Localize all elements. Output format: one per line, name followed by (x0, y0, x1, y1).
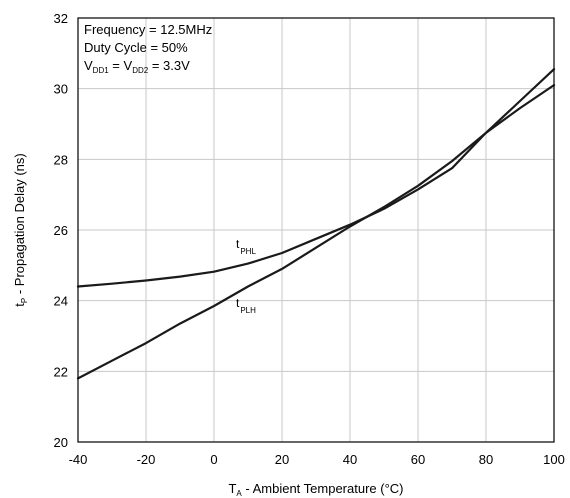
vdd-rest: = 3.3V (148, 58, 190, 73)
y-axis-label-sub: P (20, 298, 29, 303)
vdd-text: VDD1 = VDD2 = 3.3V (84, 58, 190, 75)
x-tick-labels: -40 -20 0 20 40 60 80 100 (69, 452, 565, 467)
tplh-main: t (236, 296, 240, 310)
y-tick-label: 20 (54, 435, 68, 450)
x-tick-label: 40 (343, 452, 357, 467)
y-axis-label-main: t (12, 303, 27, 307)
y-tick-label: 24 (54, 294, 68, 309)
tphl-sub: PHL (240, 247, 256, 256)
frequency-text: Frequency = 12.5MHz (84, 22, 212, 37)
y-axis-label-rest: - Propagation Delay (ns) (12, 153, 27, 298)
vdd-a-sub: DD1 (93, 66, 110, 75)
y-tick-label: 28 (54, 152, 68, 167)
x-tick-label: 80 (479, 452, 493, 467)
series-label-tphl: tPHL (236, 237, 256, 256)
x-tick-label: 20 (275, 452, 289, 467)
plot-frame (77, 17, 555, 443)
duty-cycle-text: Duty Cycle = 50% (84, 40, 188, 55)
x-tick-label: -40 (69, 452, 88, 467)
y-tick-labels: 20 22 24 26 28 30 32 (54, 11, 68, 450)
x-tick-label: 60 (411, 452, 425, 467)
y-tick-label: 30 (54, 82, 68, 97)
series-label-tplh: tPLH (236, 296, 256, 315)
conditions-annotation: Frequency = 12.5MHz Duty Cycle = 50% VDD… (84, 22, 212, 75)
series-group (76, 68, 556, 380)
series-line-tphl (76, 83, 556, 288)
y-tick-label: 32 (54, 11, 68, 26)
x-axis-label-sub: A (236, 489, 242, 498)
x-axis-label-rest: - Ambient Temperature (°C) (242, 481, 404, 496)
vdd-mid: = V (109, 58, 133, 73)
y-axis-label: tP - Propagation Delay (ns) (12, 153, 29, 306)
x-axis-label-main: T (228, 481, 236, 496)
y-tick-label: 22 (54, 364, 68, 379)
tphl-main: t (236, 237, 240, 251)
x-tick-label: 100 (543, 452, 565, 467)
vdd-a: V (84, 58, 93, 73)
vdd-b-sub: DD2 (132, 66, 149, 75)
x-tick-label: -20 (137, 452, 156, 467)
x-tick-label: 0 (210, 452, 217, 467)
series-line-tplh (76, 68, 556, 380)
x-axis-label: TA - Ambient Temperature (°C) (228, 481, 403, 498)
y-tick-label: 26 (54, 223, 68, 238)
tplh-sub: PLH (240, 306, 256, 315)
